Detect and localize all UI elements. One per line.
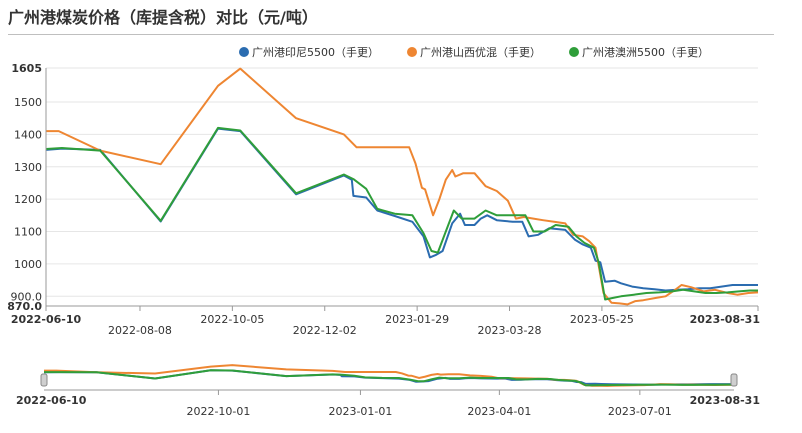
legend-marker xyxy=(569,47,579,57)
y-tick-label: 1605 xyxy=(11,62,42,75)
legend-marker xyxy=(407,47,417,57)
navigator-start-label: 2022-06-10 xyxy=(16,394,87,407)
x-tick-label: 2022-10-05 xyxy=(200,313,264,326)
series-line-1[interactable] xyxy=(45,127,758,292)
navigator-tick-label: 2023-01-01 xyxy=(328,405,392,418)
legend-item-3[interactable]: 广州港澳洲5500（手更） xyxy=(569,45,709,59)
x-tick-label: 2022-06-10 xyxy=(11,313,82,326)
series-line-3[interactable] xyxy=(45,126,758,301)
chart-grid xyxy=(46,67,758,307)
navigator-left-handle[interactable] xyxy=(40,373,48,387)
range-navigator[interactable]: 2022-06-10 2023-08-31 2022-10-01 2023-01-01… xyxy=(16,364,760,418)
series-line-2[interactable] xyxy=(46,67,759,306)
navigator-series-3 xyxy=(44,369,734,387)
legend-item-2[interactable]: 广州港山西优混（手更） xyxy=(407,45,541,59)
y-tick-label: 900.0 xyxy=(11,290,43,303)
x-tick-label: 2023-05-25 xyxy=(570,313,634,326)
legend-label: 广州港山西优混（手更） xyxy=(420,45,541,59)
title-divider xyxy=(8,34,774,35)
x-tick-label: 2023-08-31 xyxy=(690,313,760,326)
chart-series-group xyxy=(45,67,759,306)
x-tick-label: 2022-12-02 xyxy=(293,324,357,337)
chart-title: 广州港煤炭价格（库提含税）对比（元/吨） xyxy=(8,8,318,27)
y-tick-label: 870.0 xyxy=(7,300,42,313)
navigator-tick-label: 2022-10-01 xyxy=(186,405,250,418)
y-tick-label: 1000 xyxy=(14,258,42,271)
x-tick-label: 2023-01-29 xyxy=(385,313,449,326)
navigator-series-2 xyxy=(44,364,735,387)
legend-label: 广州港澳洲5500（手更） xyxy=(582,45,709,59)
y-tick-label: 1300 xyxy=(14,161,42,174)
x-tick-label: 2023-03-28 xyxy=(478,324,542,337)
y-tick-label: 1200 xyxy=(14,193,42,206)
navigator-right-handle[interactable] xyxy=(730,373,738,387)
y-tick-label: 1400 xyxy=(14,128,42,141)
y-tick-label: 1100 xyxy=(14,226,42,239)
navigator-end-label: 2023-08-31 xyxy=(690,394,760,407)
navigator-tick-label: 2023-07-01 xyxy=(608,405,672,418)
legend-item-1[interactable]: 广州港印尼5500（手更） xyxy=(239,45,379,59)
x-tick-label: 2022-08-08 xyxy=(108,324,172,337)
navigator-tick-label: 2023-04-01 xyxy=(467,405,531,418)
legend-marker xyxy=(239,47,249,57)
chart-legend[interactable]: 广州港印尼5500（手更） 广州港山西优混（手更） 广州港澳洲5500（手更） xyxy=(239,45,709,59)
legend-label: 广州港印尼5500（手更） xyxy=(252,45,379,59)
y-tick-label: 1500 xyxy=(14,96,42,109)
